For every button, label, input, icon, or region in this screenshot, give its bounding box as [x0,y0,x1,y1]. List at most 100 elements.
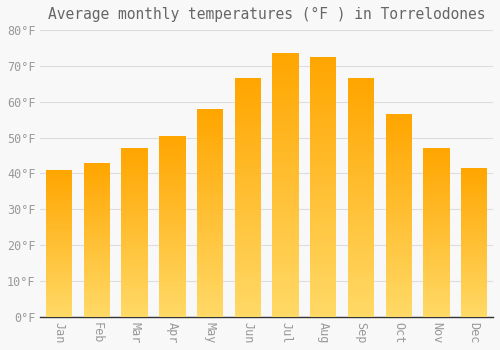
Bar [386,278,412,280]
Bar [424,288,450,290]
Bar [197,290,224,292]
Bar [46,224,72,226]
Bar [348,155,374,157]
Bar [84,178,110,180]
Bar [84,255,110,257]
Bar [234,105,261,107]
Bar [159,266,186,268]
Bar [122,167,148,169]
Bar [234,198,261,200]
Bar [348,310,374,312]
Bar [234,119,261,121]
Bar [424,155,450,157]
Bar [84,272,110,274]
Bar [348,214,374,217]
Bar [234,172,261,174]
Bar [272,209,299,211]
Bar [122,197,148,199]
Bar [159,223,186,224]
Bar [424,211,450,212]
Bar [159,286,186,288]
Bar [348,117,374,119]
Bar [386,268,412,270]
Bar [197,259,224,261]
Bar [310,109,336,112]
Bar [461,237,487,238]
Bar [461,216,487,217]
Bar [386,179,412,181]
Bar [424,270,450,271]
Bar [272,280,299,282]
Bar [159,279,186,281]
Bar [272,232,299,235]
Bar [84,210,110,212]
Bar [272,312,299,314]
Bar [348,124,374,126]
Bar [197,240,224,242]
Bar [461,263,487,265]
Bar [386,282,412,285]
Bar [159,299,186,301]
Bar [424,234,450,236]
Bar [234,174,261,176]
Bar [310,143,336,145]
Bar [234,229,261,231]
Bar [424,241,450,243]
Bar [424,302,450,303]
Bar [197,111,224,113]
Bar [84,208,110,209]
Bar [461,180,487,181]
Bar [46,195,72,196]
Bar [84,174,110,175]
Bar [46,303,72,305]
Bar [84,281,110,283]
Bar [197,204,224,206]
Bar [197,209,224,211]
Bar [84,311,110,312]
Bar [386,234,412,236]
Bar [46,179,72,180]
Bar [122,196,148,197]
Bar [310,91,336,93]
Bar [197,263,224,265]
Bar [310,148,336,150]
Bar [386,159,412,161]
Bar [197,211,224,213]
Bar [272,169,299,172]
Bar [46,311,72,313]
Bar [46,208,72,210]
Bar [348,160,374,162]
Bar [84,306,110,308]
Bar [46,301,72,302]
Bar [272,177,299,180]
Bar [122,157,148,159]
Bar [348,98,374,100]
Bar [122,190,148,192]
Bar [272,85,299,88]
Bar [46,221,72,223]
Bar [159,253,186,255]
Bar [272,77,299,80]
Bar [159,301,186,302]
Bar [234,195,261,198]
Bar [386,173,412,175]
Bar [197,236,224,238]
Bar [197,279,224,281]
Bar [310,145,336,148]
Bar [461,256,487,257]
Bar [46,315,72,317]
Bar [197,302,224,304]
Bar [348,233,374,236]
Bar [386,274,412,276]
Bar [386,262,412,264]
Bar [122,258,148,260]
Bar [159,248,186,250]
Bar [272,301,299,304]
Bar [272,117,299,119]
Bar [84,201,110,203]
Bar [310,65,336,67]
Bar [197,232,224,234]
Bar [272,159,299,161]
Bar [197,296,224,298]
Bar [310,226,336,229]
